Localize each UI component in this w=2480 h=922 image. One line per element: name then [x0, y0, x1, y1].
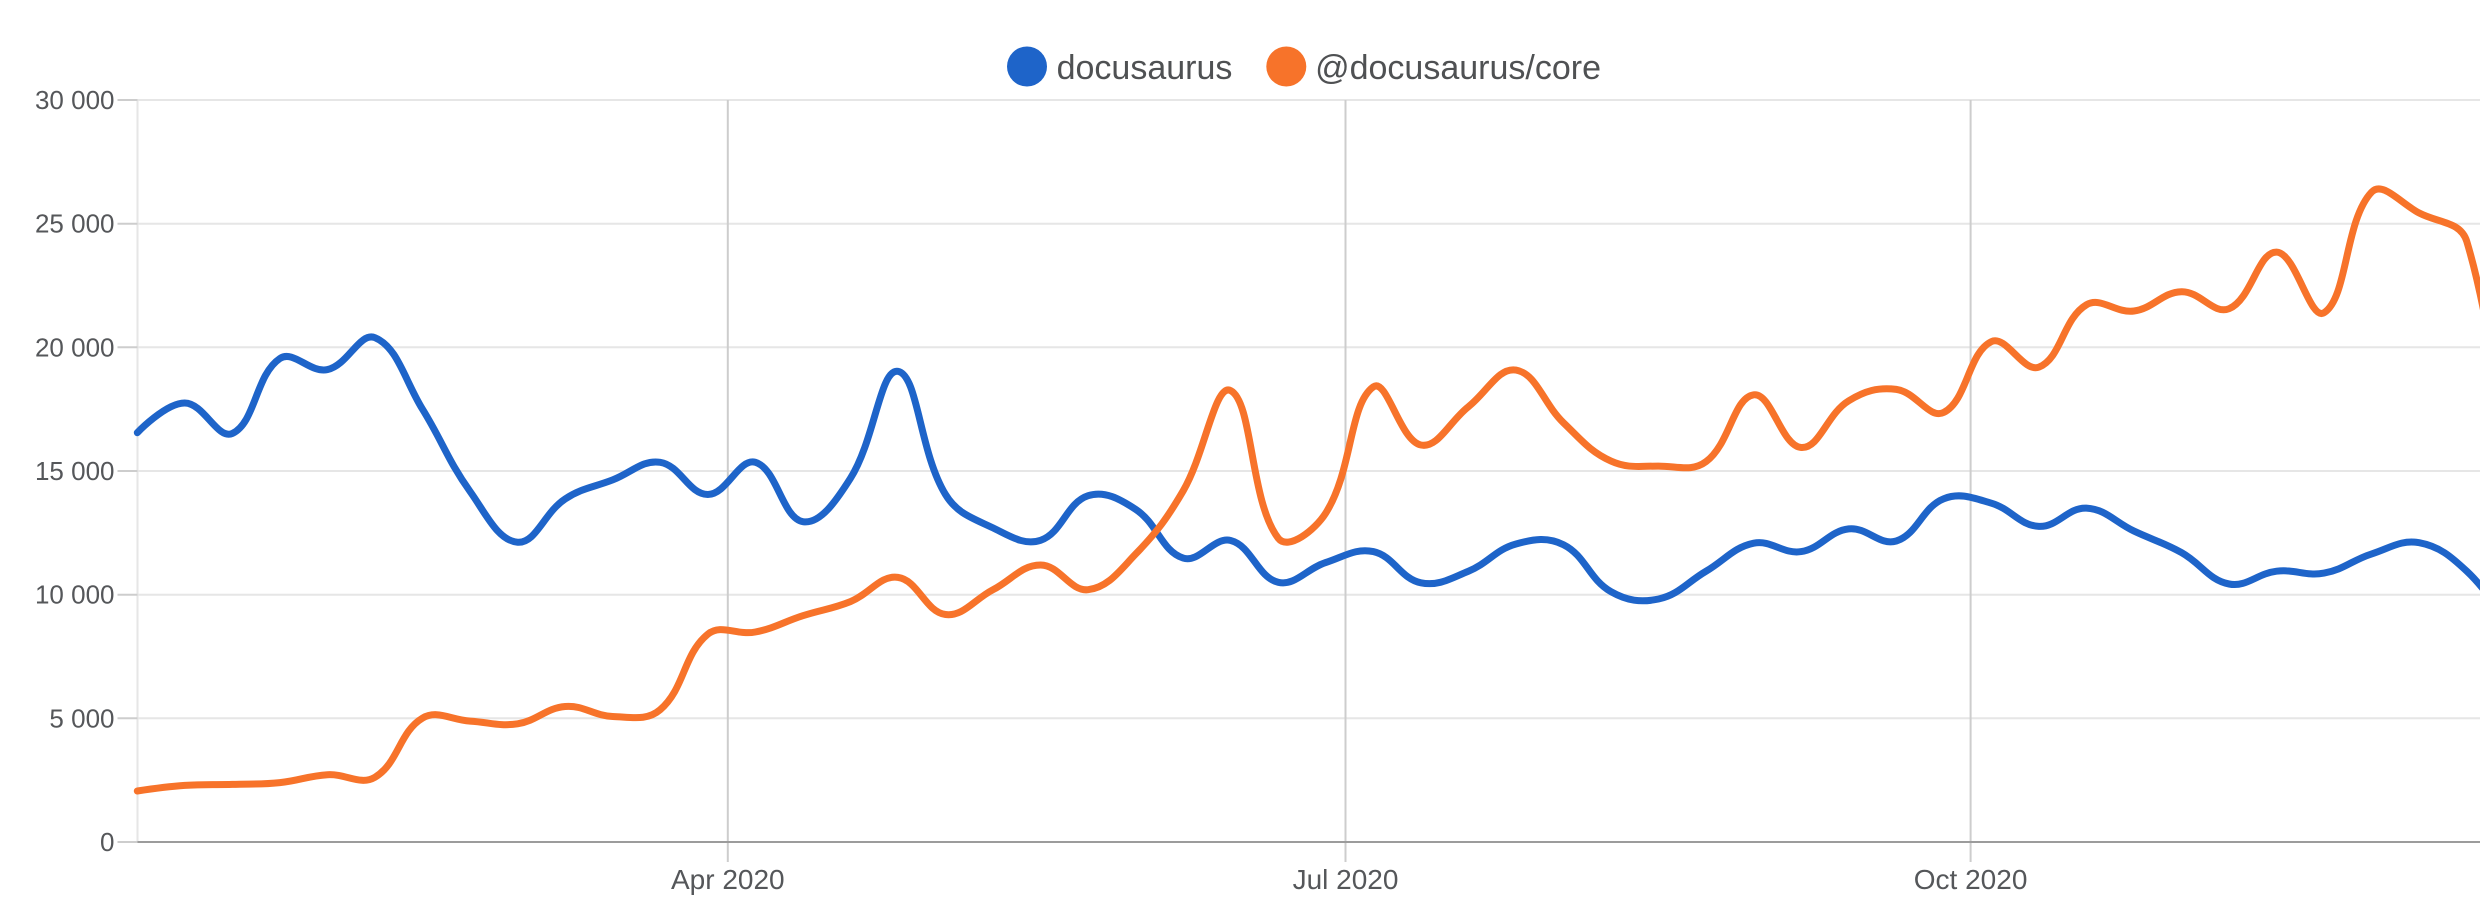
svg-text:Oct 2020: Oct 2020 — [1914, 864, 2028, 895]
svg-text:5 000: 5 000 — [49, 703, 114, 733]
svg-text:30 000: 30 000 — [35, 85, 115, 115]
svg-text:0: 0 — [100, 827, 114, 857]
svg-text:10 000: 10 000 — [35, 580, 115, 610]
svg-text:20 000: 20 000 — [35, 332, 115, 362]
svg-text:Apr 2020: Apr 2020 — [671, 864, 785, 895]
svg-text:@docusaurus/core: @docusaurus/core — [1315, 49, 1601, 87]
svg-text:docusaurus: docusaurus — [1057, 49, 1233, 87]
svg-text:15 000: 15 000 — [35, 456, 115, 486]
svg-text:Jul 2020: Jul 2020 — [1293, 864, 1399, 895]
svg-text:25 000: 25 000 — [35, 209, 115, 239]
